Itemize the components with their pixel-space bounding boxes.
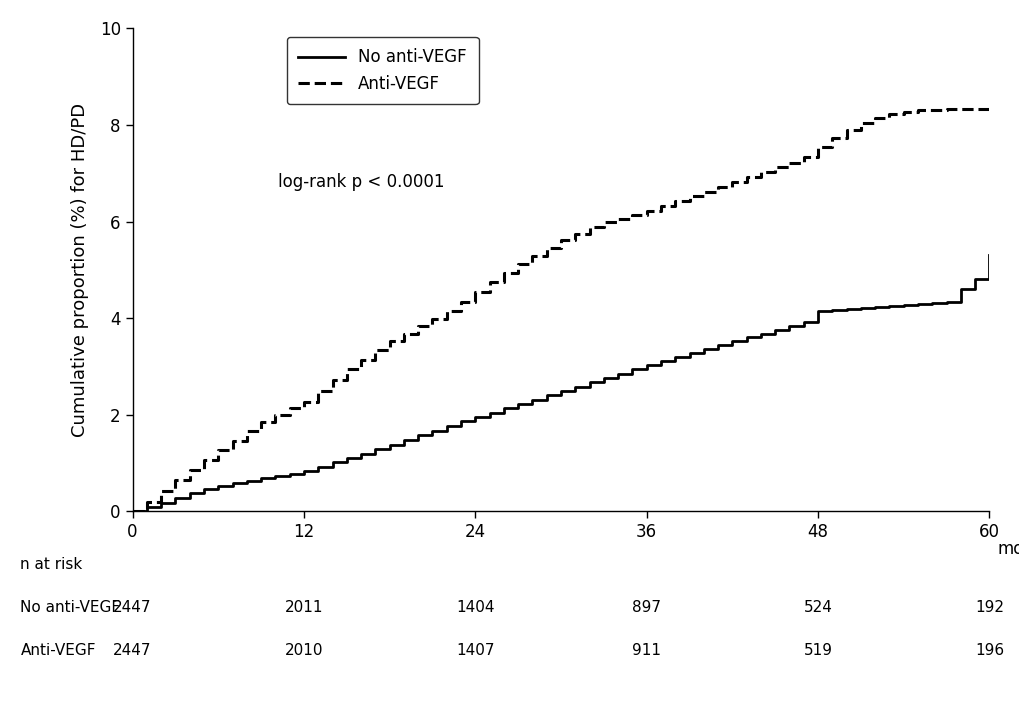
- Text: 1404: 1404: [455, 600, 494, 615]
- Text: month: month: [997, 540, 1019, 558]
- Y-axis label: Cumulative proportion (%) for HD/PD: Cumulative proportion (%) for HD/PD: [70, 103, 89, 437]
- Text: 2447: 2447: [113, 600, 152, 615]
- Text: 1407: 1407: [455, 643, 494, 657]
- Text: 2011: 2011: [284, 600, 323, 615]
- No anti-VEGF: [126, 507, 139, 515]
- Text: 2010: 2010: [284, 643, 323, 657]
- Text: 192: 192: [974, 600, 1003, 615]
- No anti-VEGF: [426, 426, 438, 435]
- Anti-VEGF: [126, 507, 139, 515]
- Anti-VEGF: [326, 376, 338, 384]
- Text: 196: 196: [974, 643, 1003, 657]
- Legend: No anti-VEGF, Anti-VEGF: No anti-VEGF, Anti-VEGF: [286, 37, 478, 104]
- No anti-VEGF: [640, 361, 652, 369]
- No anti-VEGF: [298, 467, 310, 476]
- Line: No anti-VEGF: No anti-VEGF: [132, 256, 988, 511]
- Anti-VEGF: [426, 315, 438, 323]
- Text: 897: 897: [632, 600, 660, 615]
- Text: No anti-VEGF: No anti-VEGF: [20, 600, 120, 615]
- Text: 524: 524: [803, 600, 832, 615]
- Text: 519: 519: [803, 643, 832, 657]
- Anti-VEGF: [868, 114, 880, 122]
- Text: 2447: 2447: [113, 643, 152, 657]
- Text: Anti-VEGF: Anti-VEGF: [20, 643, 96, 657]
- Text: log-rank p < 0.0001: log-rank p < 0.0001: [278, 173, 444, 191]
- No anti-VEGF: [868, 302, 880, 311]
- Anti-VEGF: [640, 207, 652, 215]
- Anti-VEGF: [583, 223, 595, 231]
- Text: 911: 911: [632, 643, 660, 657]
- No anti-VEGF: [583, 378, 595, 386]
- No anti-VEGF: [982, 251, 995, 260]
- Anti-VEGF: [940, 105, 952, 114]
- No anti-VEGF: [326, 458, 338, 466]
- Text: n at risk: n at risk: [20, 557, 83, 572]
- Line: Anti-VEGF: Anti-VEGF: [132, 109, 988, 511]
- Anti-VEGF: [298, 398, 310, 406]
- Anti-VEGF: [982, 105, 995, 114]
